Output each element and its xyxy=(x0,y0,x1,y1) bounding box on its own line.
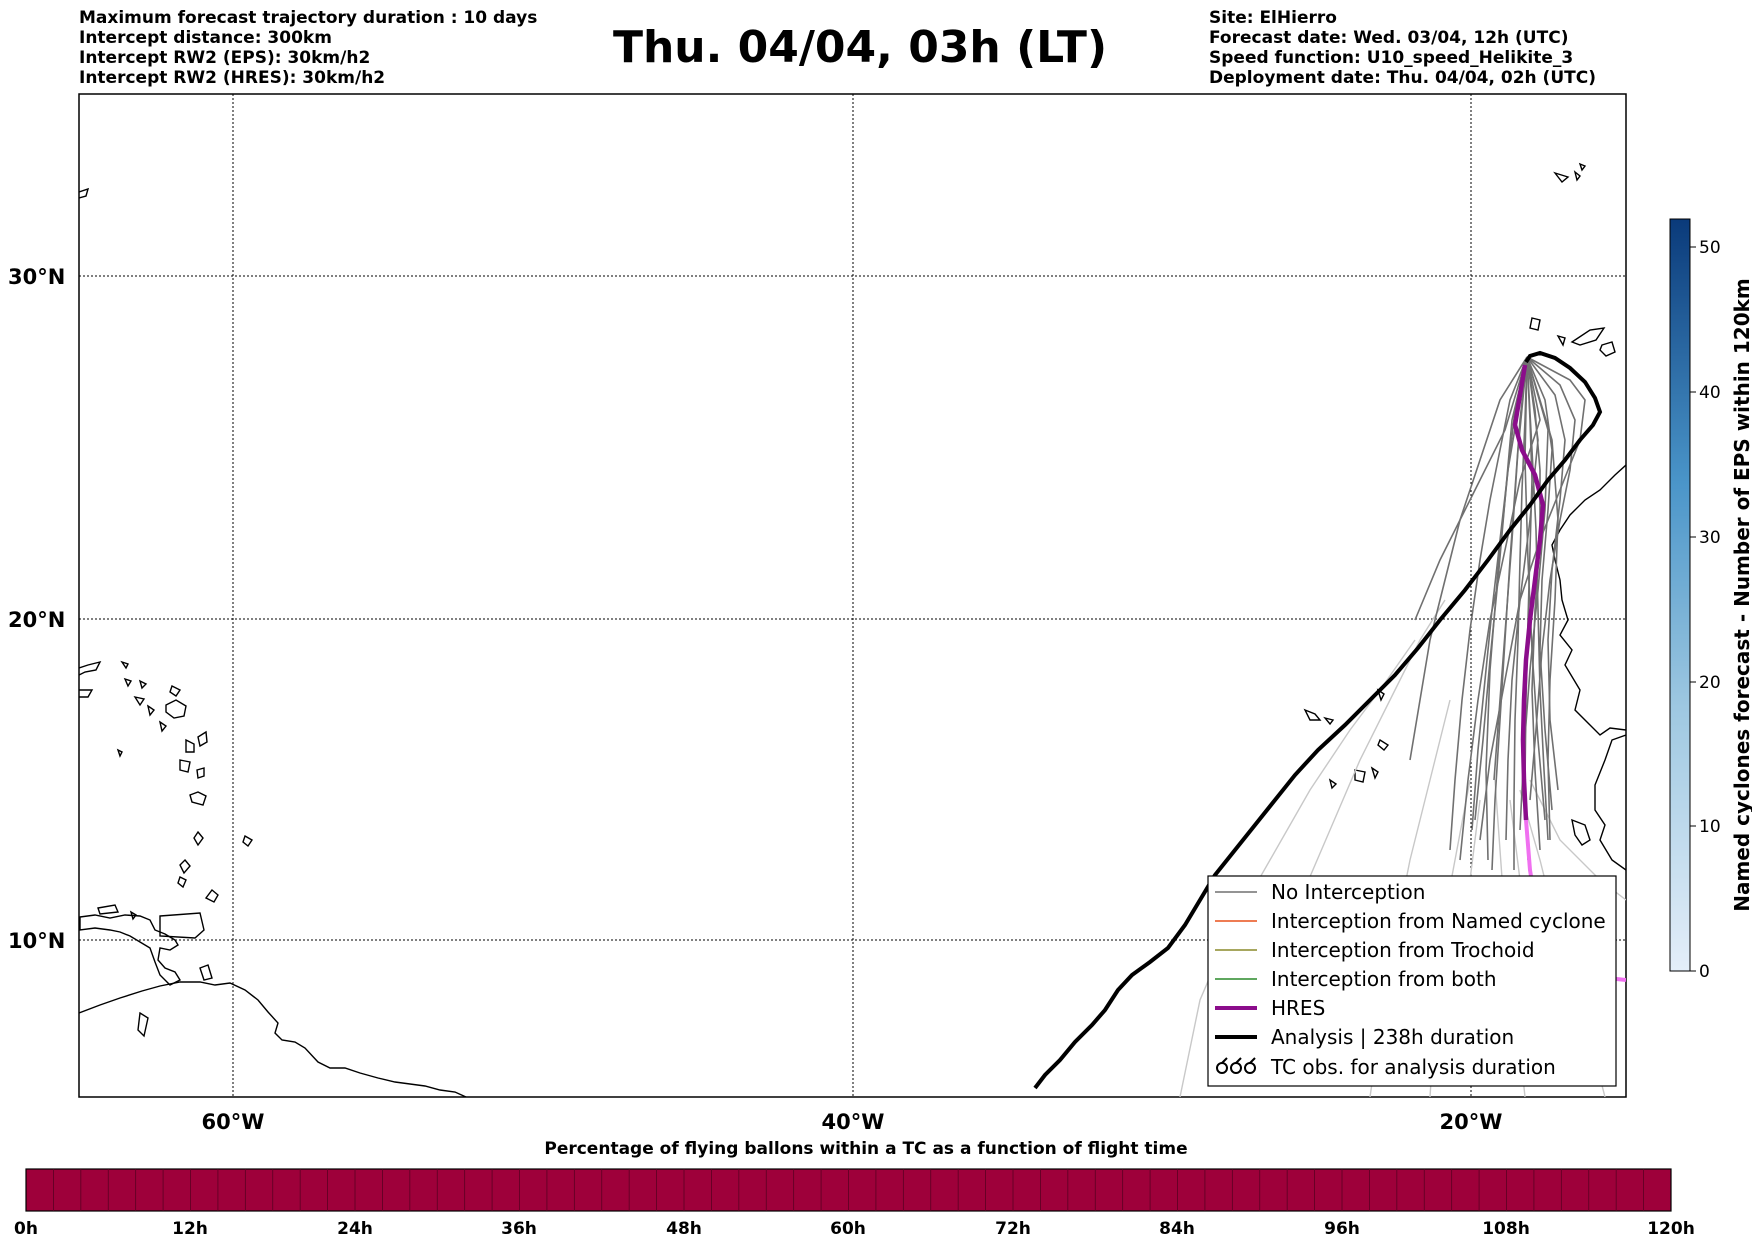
legend-item-analysis: Analysis | 238h duration xyxy=(1215,1025,1514,1049)
lat-label-30n: 30°N xyxy=(8,265,65,289)
forecast-date-text: Forecast date: Wed. 03/04, 12h (UTC) xyxy=(1209,28,1569,48)
legend-label: Interception from both xyxy=(1271,967,1497,991)
colorbar-bottom: Percentage of flying ballons within a TC… xyxy=(14,1139,1695,1239)
colorbar-right-label: Named cyclones forecast - Number of EPS … xyxy=(1730,278,1752,912)
colorbar-bottom-tick: 60h xyxy=(830,1219,866,1239)
legend-item-hres: HRES xyxy=(1215,996,1325,1020)
colorbar-tick-40: 40 xyxy=(1699,383,1721,403)
coastlines xyxy=(79,162,1626,1097)
lon-label-60w: 60°W xyxy=(202,1110,265,1134)
header-right-info: Site: ElHierro Forecast date: Wed. 03/04… xyxy=(1209,8,1596,88)
colorbar-bottom-tick: 12h xyxy=(172,1219,208,1239)
intercept-hres-text: Intercept RW2 (HRES): 30km/h2 xyxy=(79,68,386,88)
legend: No Interception Interception from Named … xyxy=(1207,875,1617,1087)
colorbar-tick-20: 20 xyxy=(1699,673,1721,693)
colorbar-tick-50: 50 xyxy=(1699,238,1721,258)
colorbar-tick-0: 0 xyxy=(1699,962,1710,982)
lat-label-20n: 20°N xyxy=(8,608,65,632)
colorbar-bottom-tick: 24h xyxy=(337,1219,373,1239)
speed-function-text: Speed function: U10_speed_Helikite_3 xyxy=(1209,48,1574,68)
colorbar-right: 0 10 20 30 40 50 Named cyclones forecast… xyxy=(1669,218,1752,982)
legend-label: TC obs. for analysis duration xyxy=(1270,1055,1556,1079)
legend-label: Interception from Trochoid xyxy=(1271,938,1535,962)
legend-item-no-interception: No Interception xyxy=(1215,880,1425,904)
colorbar-bottom-tick: 36h xyxy=(501,1219,537,1239)
colorbar-bottom-tick: 108h xyxy=(1482,1219,1530,1239)
colorbar-bottom-tick: 120h xyxy=(1647,1219,1695,1239)
deployment-date-text: Deployment date: Thu. 04/04, 02h (UTC) xyxy=(1209,68,1596,88)
site-text: Site: ElHierro xyxy=(1209,8,1337,28)
legend-label: Analysis | 238h duration xyxy=(1271,1025,1514,1049)
header-left-info: Maximum forecast trajectory duration : 1… xyxy=(79,8,537,88)
colorbar-bottom-tick: 0h xyxy=(14,1219,38,1239)
legend-item-both: Interception from both xyxy=(1215,967,1497,991)
hres-trajectory xyxy=(1512,364,1546,821)
colorbar-tick-10: 10 xyxy=(1699,817,1721,837)
page-title: Thu. 04/04, 03h (LT) xyxy=(612,22,1108,73)
lat-label-10n: 10°N xyxy=(8,929,65,953)
legend-label: Interception from Named cyclone xyxy=(1271,909,1606,933)
intercept-eps-text: Intercept RW2 (EPS): 30km/h2 xyxy=(79,48,371,68)
axis-labels: 30°N 20°N 10°N 60°W 40°W 20°W xyxy=(8,265,1502,1134)
legend-item-trochoid: Interception from Trochoid xyxy=(1215,938,1535,962)
colorbar-bottom-tick: 96h xyxy=(1324,1219,1360,1239)
tc-symbol-icon xyxy=(1216,1057,1256,1074)
colorbar-tick-30: 30 xyxy=(1699,528,1721,548)
colorbar-bottom-tick: 84h xyxy=(1159,1219,1195,1239)
analysis-trajectory xyxy=(1033,350,1603,1090)
legend-item-named-cyclone: Interception from Named cyclone xyxy=(1215,909,1606,933)
intercept-distance-text: Intercept distance: 300km xyxy=(79,28,332,48)
lon-label-40w: 40°W xyxy=(822,1110,885,1134)
colorbar-bottom-tick: 72h xyxy=(995,1219,1031,1239)
colorbar-bottom-title: Percentage of flying ballons within a TC… xyxy=(544,1139,1187,1159)
legend-label: HRES xyxy=(1271,996,1325,1020)
lon-label-20w: 20°W xyxy=(1440,1110,1503,1134)
legend-label: No Interception xyxy=(1271,880,1425,904)
legend-item-tc-obs: TC obs. for analysis duration xyxy=(1216,1055,1556,1079)
max-duration-text: Maximum forecast trajectory duration : 1… xyxy=(79,8,538,28)
colorbar-bottom-tick: 48h xyxy=(666,1219,702,1239)
